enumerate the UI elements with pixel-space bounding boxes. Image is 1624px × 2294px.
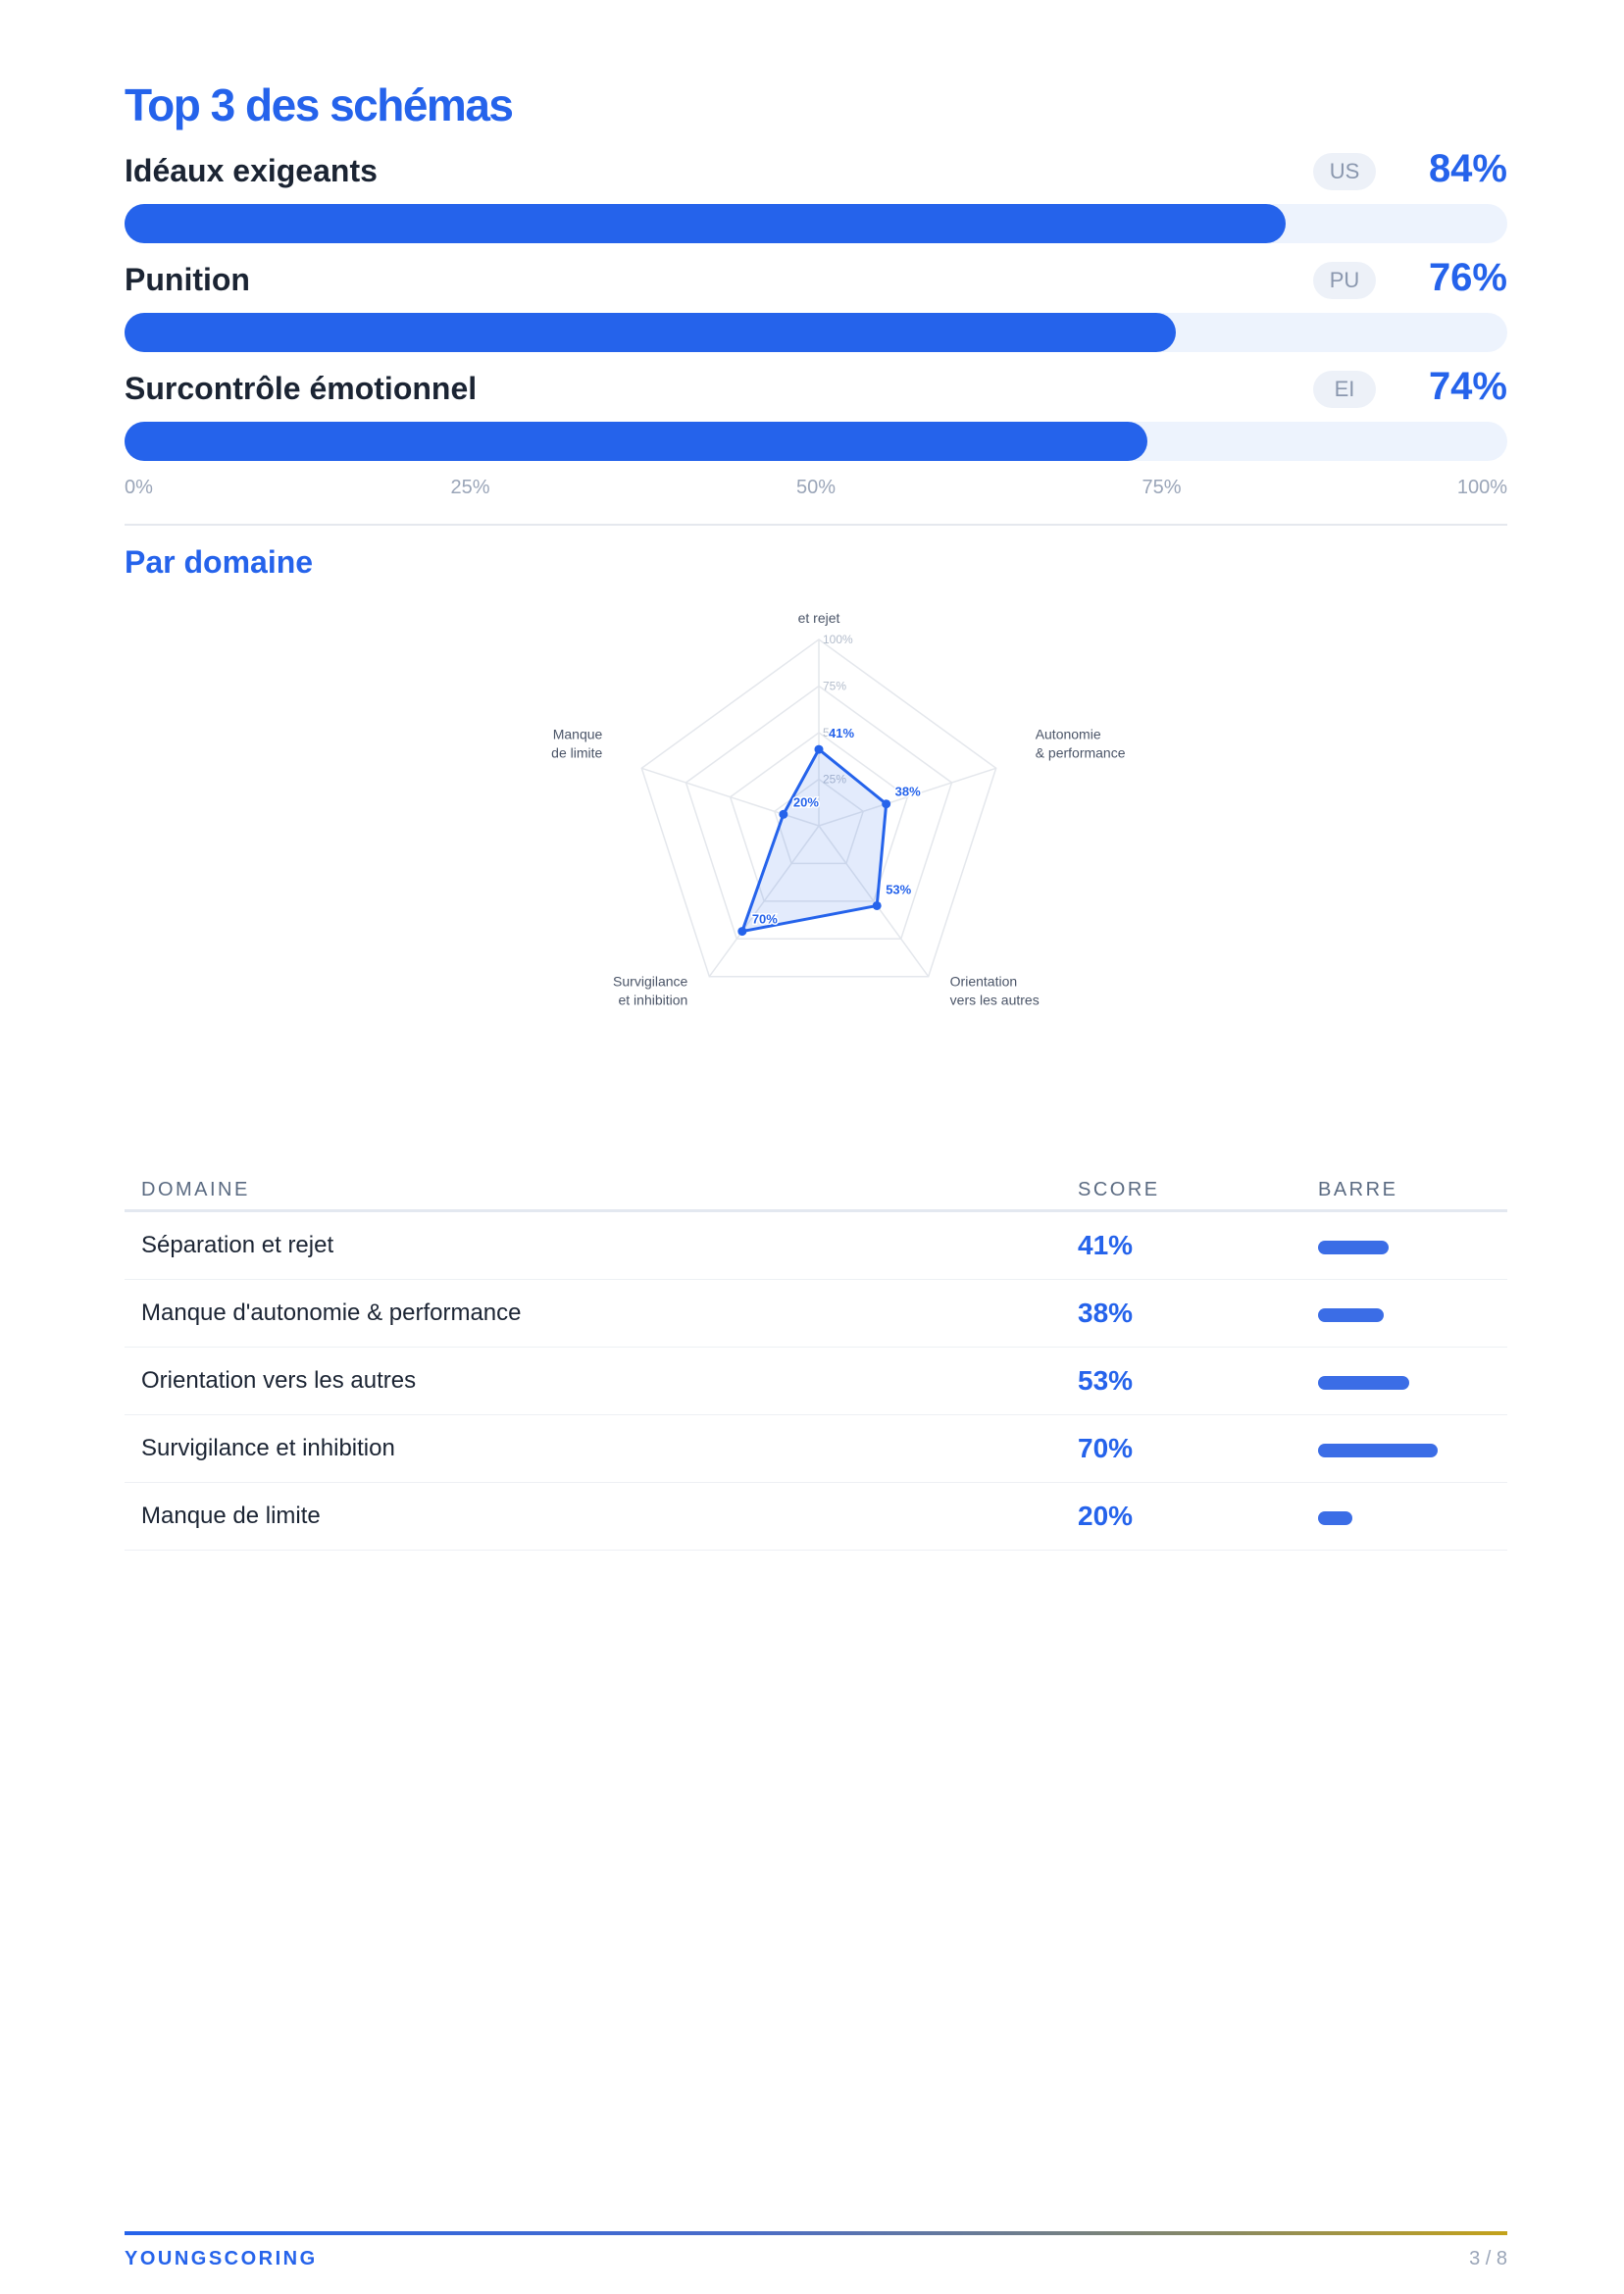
scale-tick: 100% <box>1456 477 1507 498</box>
radar-data-point <box>779 809 788 819</box>
table-row: Orientation vers les autres 53% <box>125 1348 1507 1415</box>
domain-score: 53% <box>1078 1365 1134 1396</box>
column-header-bar: BARRE <box>1318 1179 1398 1200</box>
radar-value-label: 70% <box>752 912 778 927</box>
domain-score: 20% <box>1078 1501 1134 1531</box>
column-header-domain: DOMAINE <box>141 1179 250 1200</box>
radar-ring-label: 75% <box>823 680 846 693</box>
radar-grid-ring <box>773 778 865 865</box>
radar-spoke <box>641 767 820 827</box>
progress-fill <box>125 204 1287 243</box>
radar-spoke <box>708 825 820 978</box>
page-number: 3 / 8 <box>1469 2248 1507 2269</box>
radar-axis-label: Manque de limite <box>551 726 602 760</box>
schema-code-badge: US <box>1313 153 1376 190</box>
schema-code-badge: EI <box>1313 371 1376 408</box>
radar-value-label: 38% <box>895 785 921 799</box>
schema-row: Surcontrôle émotionnel EI 74% <box>125 365 1507 461</box>
score-bar <box>1318 1241 1389 1254</box>
radar-ring-label: 50% <box>823 726 846 739</box>
page-title: Top 3 des schémas <box>125 79 514 130</box>
table-row: Séparation et rejet 41% <box>125 1212 1507 1280</box>
domain-name: Manque de limite <box>141 1503 321 1529</box>
section-title: Par domaine <box>125 544 314 580</box>
scale-tick: 25% <box>450 477 490 498</box>
radar-spoke <box>818 767 996 827</box>
schema-percentage: 74% <box>1428 365 1507 408</box>
radar-series-area <box>740 747 888 934</box>
radar-value-label: 41% <box>829 726 854 740</box>
radar-chart: 25% 50% 75% 100% 41% 38% 53% 70% 20% Séparationet… <box>551 608 1126 1008</box>
score-bar <box>1318 1511 1352 1525</box>
radar-grid-ring <box>729 732 909 902</box>
scale-tick: 50% <box>795 477 837 498</box>
radar-axis-label: Survigilance et inhibition <box>613 974 687 1008</box>
scale-tick: 75% <box>1142 477 1182 498</box>
table-row: Manque d'autonomie & performance 38% <box>125 1280 1507 1348</box>
schema-name: Surcontrôle émotionnel <box>125 371 478 406</box>
score-bar <box>1318 1308 1384 1322</box>
radar-axis-label: Orientation vers les autres <box>950 974 1040 1008</box>
radar-axis-label: Autonomie & performance <box>1036 726 1126 760</box>
radar-data-point <box>814 744 824 754</box>
radar-data-point <box>737 927 747 937</box>
progress-fill <box>125 422 1148 461</box>
domain-name: Séparation et rejet <box>141 1232 334 1258</box>
table-row: Survigilance et inhibition 70% <box>125 1415 1507 1483</box>
domain-score: 38% <box>1078 1298 1134 1328</box>
brand-name: YOUNGSCORING <box>125 2248 318 2269</box>
score-bar <box>1318 1376 1409 1390</box>
progress-fill <box>125 313 1176 352</box>
domain-name: Survigilance et inhibition <box>141 1435 395 1461</box>
footer-divider <box>125 2231 1507 2235</box>
radar-ring-label: 25% <box>823 773 846 787</box>
radar-grid-ring <box>685 685 953 941</box>
table-row: Manque de limite 20% <box>125 1483 1507 1551</box>
progress-track <box>125 313 1507 352</box>
domain-name: Manque d'autonomie & performance <box>141 1300 522 1326</box>
schema-percentage: 76% <box>1428 256 1507 299</box>
radar-value-label: 53% <box>886 882 911 896</box>
radar-data-point <box>872 900 882 910</box>
schema-code-badge: PU <box>1313 262 1376 299</box>
radar-ring-label: 100% <box>823 633 853 646</box>
schema-percentage: 84% <box>1428 147 1507 190</box>
schema-row: Punition PU 76% <box>125 256 1507 352</box>
schema-name: Punition <box>125 262 250 297</box>
percentage-scale: 0% 25% 50% 75% 100% <box>125 477 1507 502</box>
column-header-score: SCORE <box>1078 1179 1160 1200</box>
domain-table: DOMAINE SCORE BARRE Séparation et rejet … <box>125 1167 1507 1551</box>
radar-spoke <box>818 825 930 978</box>
radar-value-label: 20% <box>793 794 819 809</box>
schema-row: Idéaux exigeants US 84% <box>125 147 1507 243</box>
domain-score: 70% <box>1078 1433 1134 1463</box>
table-header: DOMAINE SCORE BARRE <box>125 1167 1507 1212</box>
score-bar <box>1318 1444 1438 1457</box>
radar-grid-ring <box>640 638 997 978</box>
domain-score: 41% <box>1078 1230 1134 1260</box>
progress-track <box>125 422 1507 461</box>
radar-data-point <box>882 799 891 809</box>
section-divider <box>125 524 1507 526</box>
scale-tick: 0% <box>125 477 153 498</box>
domain-name: Orientation vers les autres <box>141 1367 417 1394</box>
progress-track <box>125 204 1507 243</box>
schema-name: Idéaux exigeants <box>125 153 378 188</box>
